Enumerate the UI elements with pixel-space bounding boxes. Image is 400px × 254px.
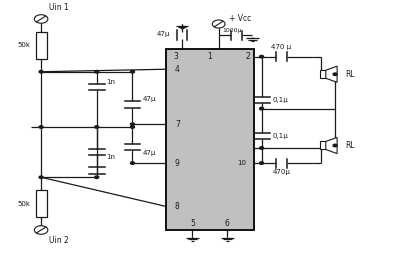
Text: 1: 1 — [208, 52, 212, 61]
Text: 4: 4 — [175, 65, 180, 74]
Text: RL: RL — [345, 141, 355, 150]
Circle shape — [333, 144, 337, 147]
Bar — [166, 49, 254, 230]
Circle shape — [130, 123, 134, 125]
Circle shape — [95, 70, 99, 73]
Text: Uin 1: Uin 1 — [49, 3, 69, 12]
Circle shape — [34, 15, 48, 23]
Text: 1000µ: 1000µ — [223, 28, 242, 33]
Text: 47µ: 47µ — [143, 96, 156, 102]
Text: 47µ: 47µ — [143, 150, 156, 156]
Circle shape — [260, 147, 264, 149]
Text: 1n: 1n — [107, 79, 116, 85]
Text: 3: 3 — [174, 52, 179, 61]
Circle shape — [130, 126, 134, 128]
Text: 1n: 1n — [107, 154, 116, 160]
Circle shape — [212, 20, 225, 28]
Text: 7: 7 — [175, 120, 180, 129]
Text: 0,1µ: 0,1µ — [273, 133, 288, 139]
Text: 50k: 50k — [18, 201, 31, 207]
Bar — [36, 190, 47, 217]
Text: 2: 2 — [245, 52, 250, 61]
Circle shape — [260, 55, 264, 58]
Circle shape — [39, 126, 43, 128]
Circle shape — [260, 162, 264, 164]
Bar — [320, 141, 326, 150]
Text: 47µ: 47µ — [157, 31, 170, 37]
Polygon shape — [326, 66, 337, 82]
Circle shape — [39, 70, 43, 73]
Text: 10: 10 — [238, 160, 246, 166]
Circle shape — [260, 107, 264, 110]
Text: 470 µ: 470 µ — [271, 44, 292, 50]
Circle shape — [95, 176, 99, 179]
Bar — [36, 31, 47, 59]
Circle shape — [333, 73, 337, 75]
Text: 470µ: 470µ — [272, 169, 290, 175]
Circle shape — [130, 162, 134, 164]
Circle shape — [95, 126, 99, 128]
Text: Uin 2: Uin 2 — [49, 235, 69, 245]
Text: + Vcc: + Vcc — [229, 14, 251, 23]
Circle shape — [130, 70, 134, 73]
Text: 6: 6 — [225, 219, 230, 228]
Circle shape — [34, 226, 48, 234]
Bar — [320, 70, 326, 78]
Text: 9: 9 — [175, 158, 180, 168]
Polygon shape — [326, 137, 337, 154]
Circle shape — [39, 176, 43, 179]
Text: 0,1µ: 0,1µ — [273, 97, 288, 103]
Text: 5: 5 — [190, 219, 195, 228]
Text: 8: 8 — [175, 202, 180, 211]
Text: RL: RL — [345, 70, 355, 79]
Text: 50k: 50k — [18, 42, 31, 48]
